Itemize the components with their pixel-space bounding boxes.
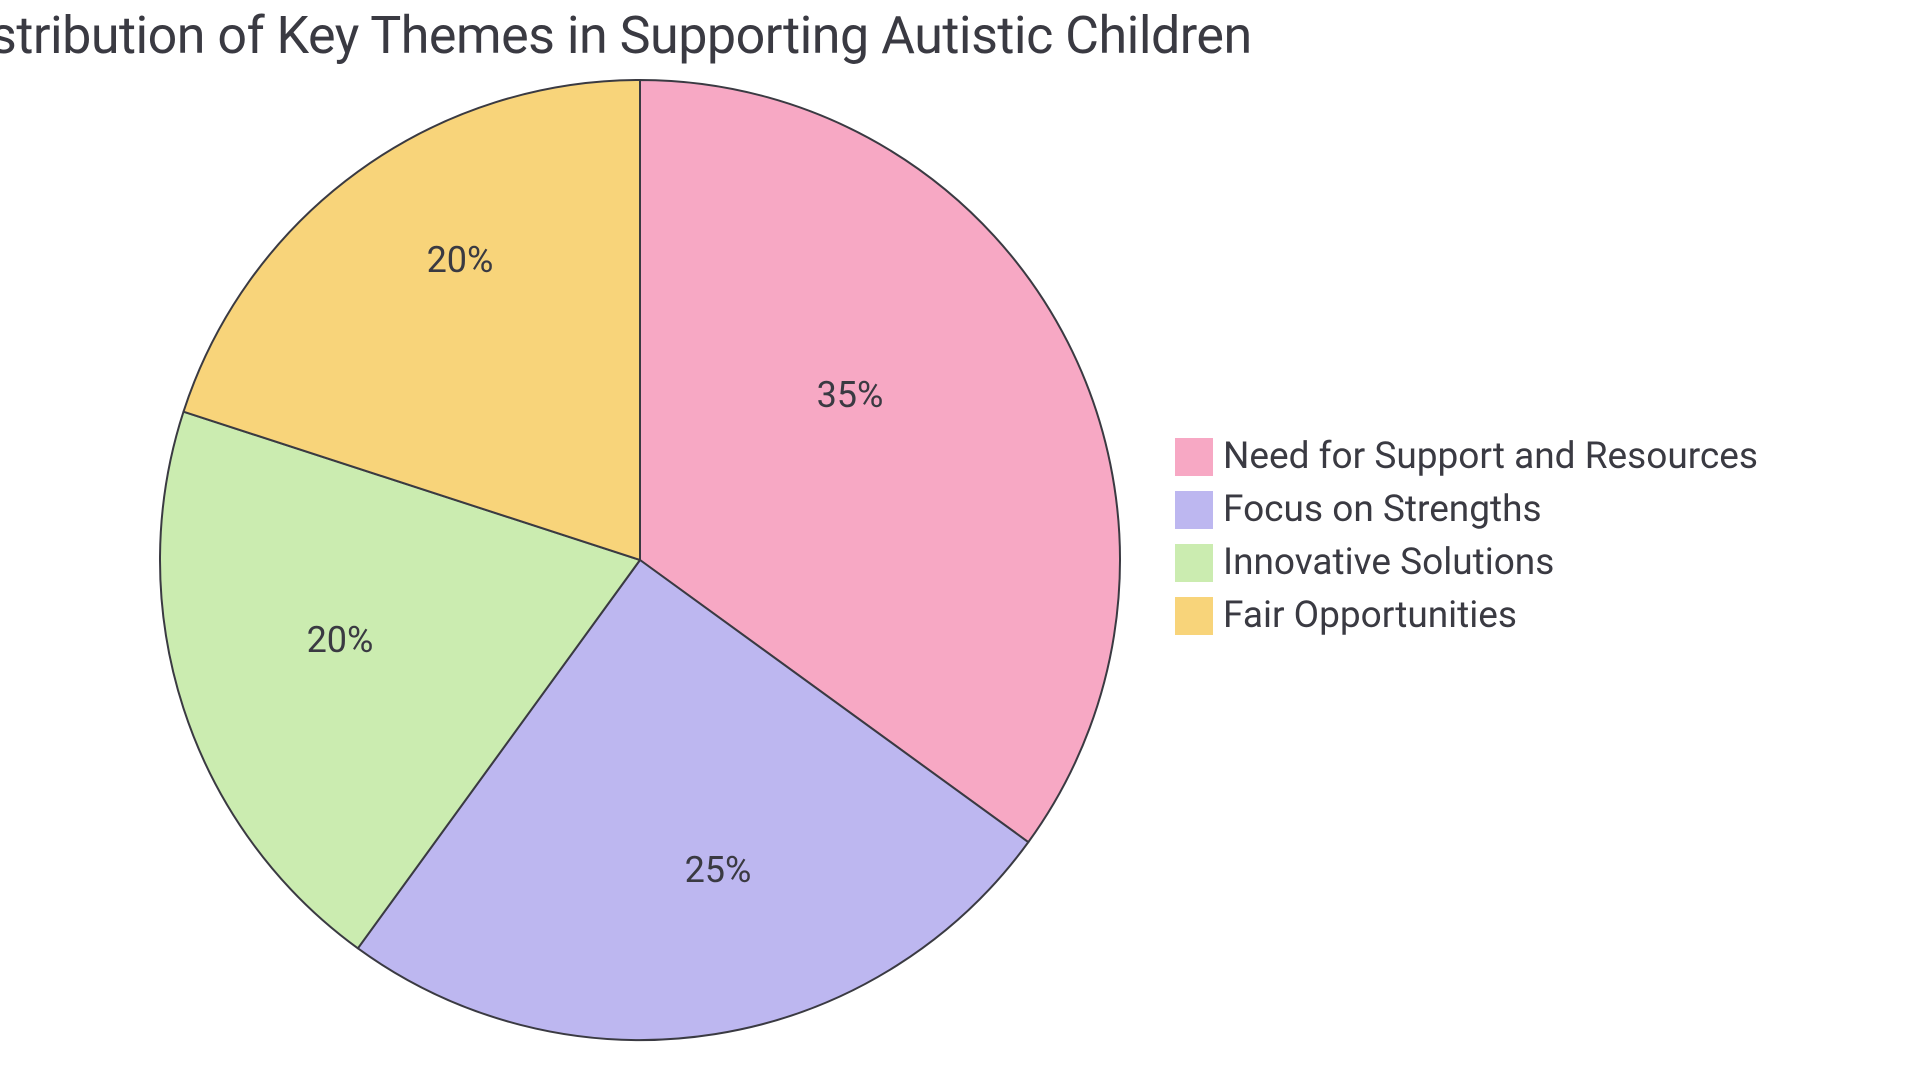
slice-label: 20% [427, 239, 494, 281]
legend-label: Fair Opportunities [1223, 594, 1517, 637]
legend-item: Need for Support and Resources [1175, 430, 1758, 483]
legend: Need for Support and Resources Focus on S… [1175, 430, 1758, 642]
legend-swatch [1175, 597, 1213, 635]
legend-label: Need for Support and Resources [1223, 435, 1758, 478]
legend-swatch [1175, 491, 1213, 529]
legend-swatch [1175, 438, 1213, 476]
slice-label: 35% [817, 374, 884, 416]
legend-label: Focus on Strengths [1223, 488, 1542, 531]
legend-item: Focus on Strengths [1175, 483, 1758, 536]
legend-label: Innovative Solutions [1223, 541, 1554, 584]
legend-item: Innovative Solutions [1175, 536, 1758, 589]
slice-label: 20% [307, 619, 374, 661]
legend-swatch [1175, 544, 1213, 582]
legend-item: Fair Opportunities [1175, 589, 1758, 642]
slice-label: 25% [685, 849, 752, 891]
